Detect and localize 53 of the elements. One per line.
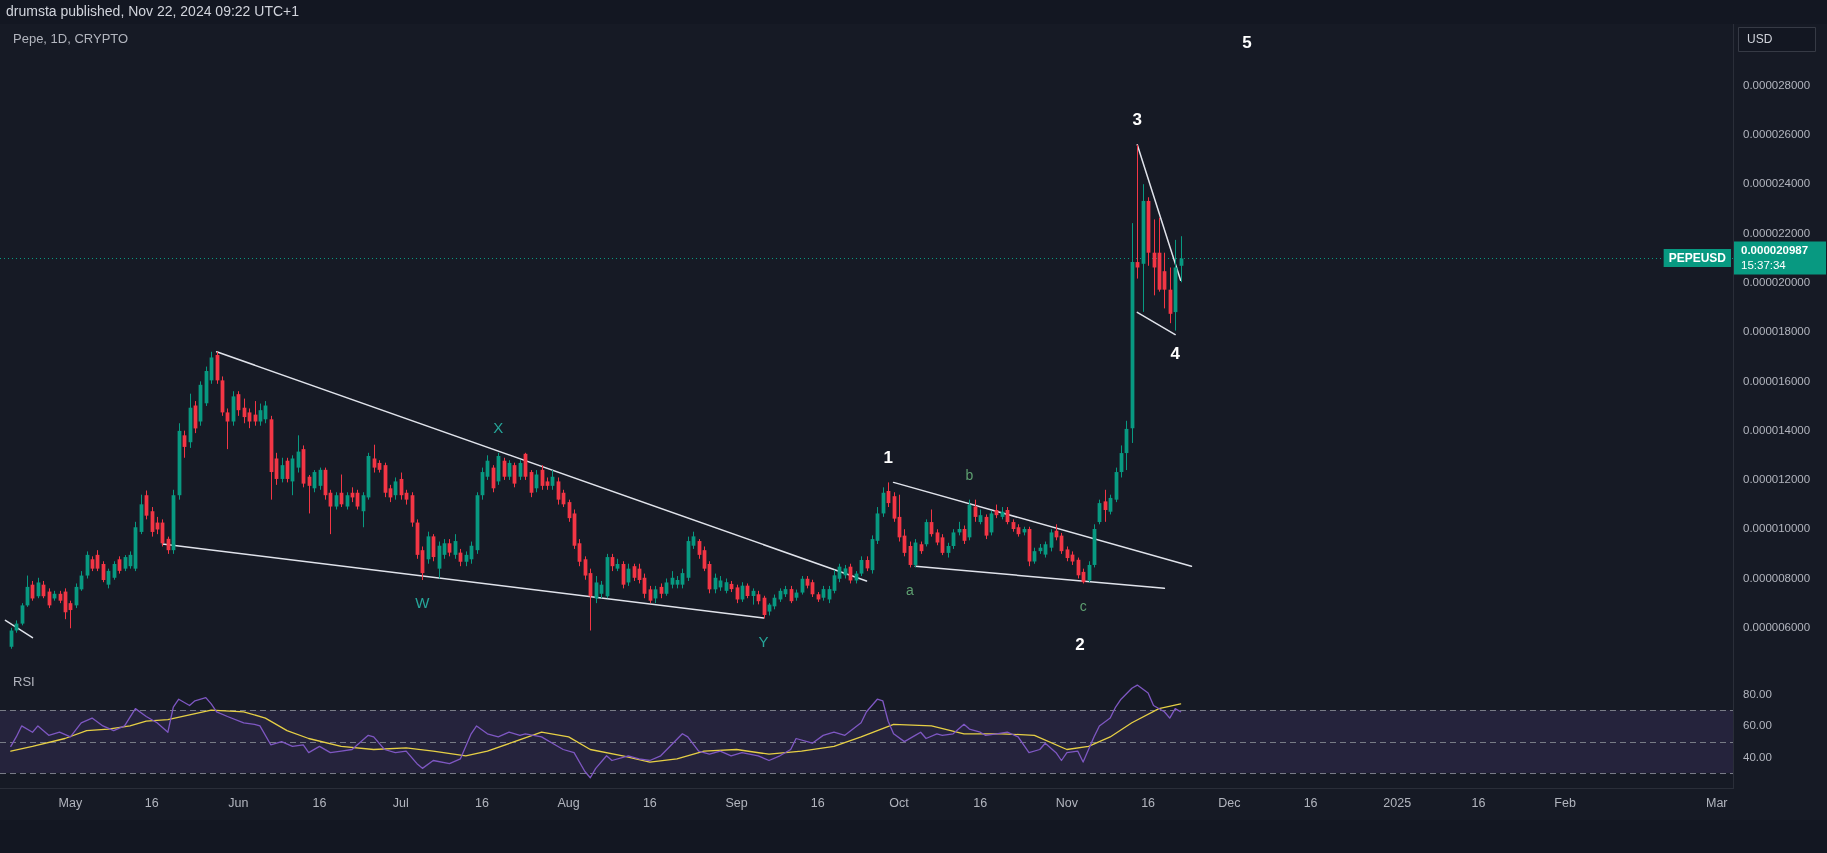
annotation: X <box>493 418 504 436</box>
y-tick-label: 80.00 <box>1743 687 1772 700</box>
y-tick-label: 0.000016000 <box>1743 374 1811 387</box>
x-tick-label: 16 <box>312 795 327 810</box>
ref-line-label: 0.000020987 <box>1741 244 1809 257</box>
y-tick-label: 0.000008000 <box>1743 571 1811 584</box>
y-tick-label: 0.000012000 <box>1743 473 1811 486</box>
annotation: c <box>1079 598 1087 615</box>
annotation: PEPEUSD <box>1668 250 1727 265</box>
x-tick-label: Feb <box>1554 795 1576 810</box>
x-tick-label: 2025 <box>1383 795 1412 810</box>
x-tick-label: 16 <box>1303 795 1318 810</box>
y-tick-label: 0.000014000 <box>1743 423 1811 436</box>
x-tick-label: Mar <box>1705 795 1728 810</box>
text: drumsta published, Nov 22, 2024 09:22 UTC+1 <box>6 2 300 19</box>
y-tick-label: 0.000006000 <box>1743 620 1811 633</box>
annotation: a <box>905 582 914 599</box>
annotation: W <box>415 594 431 612</box>
y-tick-label: 0.000026000 <box>1743 128 1811 141</box>
y-tick-label: 60.00 <box>1743 719 1772 732</box>
x-tick-label: Aug <box>557 795 580 810</box>
x-tick-label: 16 <box>1471 795 1486 810</box>
x-tick-label: 16 <box>642 795 657 810</box>
annotation: 2 <box>1075 634 1085 654</box>
x-tick-label: 16 <box>144 795 159 810</box>
x-tick-label: Oct <box>889 795 910 810</box>
y-axis-title: USD <box>1747 32 1773 47</box>
y-tick-label: 40.00 <box>1743 750 1772 763</box>
y-tick-label: 0.000018000 <box>1743 325 1811 338</box>
text: RSI <box>13 673 35 689</box>
x-tick-label: 16 <box>810 795 825 810</box>
y-tick-label: 0.000024000 <box>1743 177 1811 190</box>
x-tick-label: 16 <box>973 795 988 810</box>
annotation: b <box>965 466 974 483</box>
annotation: 5 <box>1242 32 1252 52</box>
y-tick-label: 0.000010000 <box>1743 522 1811 535</box>
annotation: Y <box>758 632 769 650</box>
x-tick-label: 16 <box>475 795 489 810</box>
x-tick-label: 16 <box>1141 795 1156 810</box>
y-tick-label: 0.000022000 <box>1743 226 1811 239</box>
x-tick-label: Sep <box>725 795 748 810</box>
x-tick-label: Nov <box>1055 795 1079 810</box>
text: 15:37:34 <box>1741 259 1787 272</box>
annotation: 4 <box>1170 344 1181 364</box>
text: Pepe, 1D, CRYPTO <box>13 30 129 46</box>
y-tick-label: 0.000020000 <box>1743 275 1811 288</box>
annotation: 3 <box>1132 110 1143 130</box>
y-tick-label: 0.000028000 <box>1743 78 1811 91</box>
x-tick-label: May <box>58 795 83 810</box>
x-tick-label: Jun <box>228 795 249 810</box>
x-tick-label: Jul <box>392 795 409 810</box>
annotation: 1 <box>883 448 893 468</box>
x-tick-label: Dec <box>1218 795 1241 810</box>
